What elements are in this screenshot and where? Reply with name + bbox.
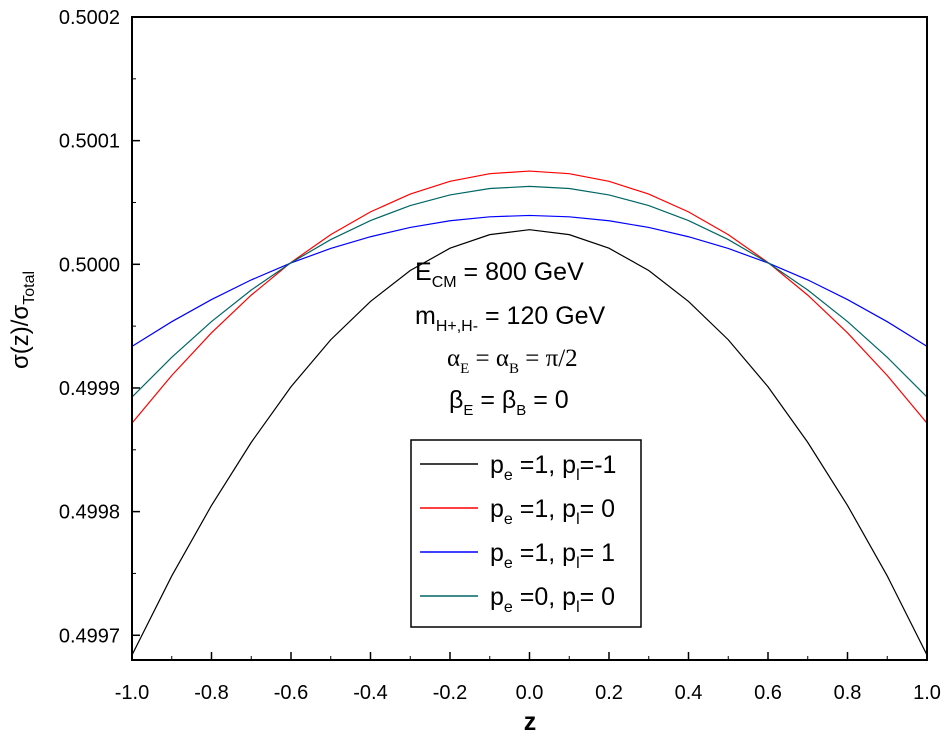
annotation-ecm: ECM = 800 GeV	[415, 258, 584, 291]
y-tick-label: 0.5000	[59, 254, 120, 276]
legend-label: pe =0, pl= 0	[490, 583, 615, 616]
svg-text:σ(z)/σTotal: σ(z)/σTotal	[7, 271, 38, 369]
plot-frame	[131, 16, 928, 661]
series-line-1	[131, 229, 928, 656]
legend-label: pe =1, pl= 1	[490, 539, 615, 572]
y-tick-label: 0.5001	[59, 131, 120, 153]
series-line-3	[131, 214, 928, 347]
x-tick-label: -0.8	[194, 682, 228, 704]
y-axis-title: σ(z)/σTotal	[7, 271, 38, 369]
series-line-2	[131, 170, 928, 424]
x-tick-label: -0.6	[274, 682, 308, 704]
x-tick-label: 0.4	[675, 682, 703, 704]
legend-label: pe =1, pl= 0	[490, 495, 615, 528]
x-tick-label: -0.2	[433, 682, 467, 704]
annotation-mass: mH+,H- = 120 GeV	[415, 302, 606, 335]
legend-label: pe =1, pl=-1	[490, 451, 616, 484]
legend: pe =1, pl=-1 pe =1, pl= 0 pe =1, pl= 1 pe =…	[410, 439, 642, 628]
y-tick-label: 0.4998	[59, 502, 120, 524]
annotation-alpha: αE = αB = π/2	[447, 345, 578, 377]
parameter-annotations: ECM = 800 GeV mH+,H- = 120 GeV αE = αB =…	[415, 258, 606, 419]
y-tick-label: 0.4999	[59, 378, 120, 400]
x-tick-label: -1.0	[115, 682, 149, 704]
x-tick-label: 0.8	[834, 682, 862, 704]
x-tick-label: 0.6	[754, 682, 782, 704]
x-tick-label: 0.2	[595, 682, 623, 704]
series-line-4	[131, 185, 928, 398]
y-ticks: 0.4997 0.4998 0.4999 0.5000 0.5001 0.5002	[59, 7, 140, 647]
y-tick-label: 0.5002	[59, 7, 120, 29]
y-axis-title-sub: Total	[21, 271, 38, 305]
x-ticks: -1.0 -0.8 -0.6 -0.4 -0.2 0.0 0.2 0.4 0.6 0.8 1.0	[115, 652, 941, 704]
x-tick-label: -0.4	[353, 682, 387, 704]
y-tick-label: 0.4997	[59, 625, 120, 647]
y-axis-title-main: σ(z)/σ	[7, 305, 34, 369]
x-tick-label: 0.0	[516, 682, 544, 704]
annotation-beta: βE = βB = 0	[449, 386, 569, 419]
x-axis-title: z	[524, 708, 537, 736]
x-tick-label: 1.0	[913, 682, 941, 704]
series-lines	[131, 170, 928, 656]
